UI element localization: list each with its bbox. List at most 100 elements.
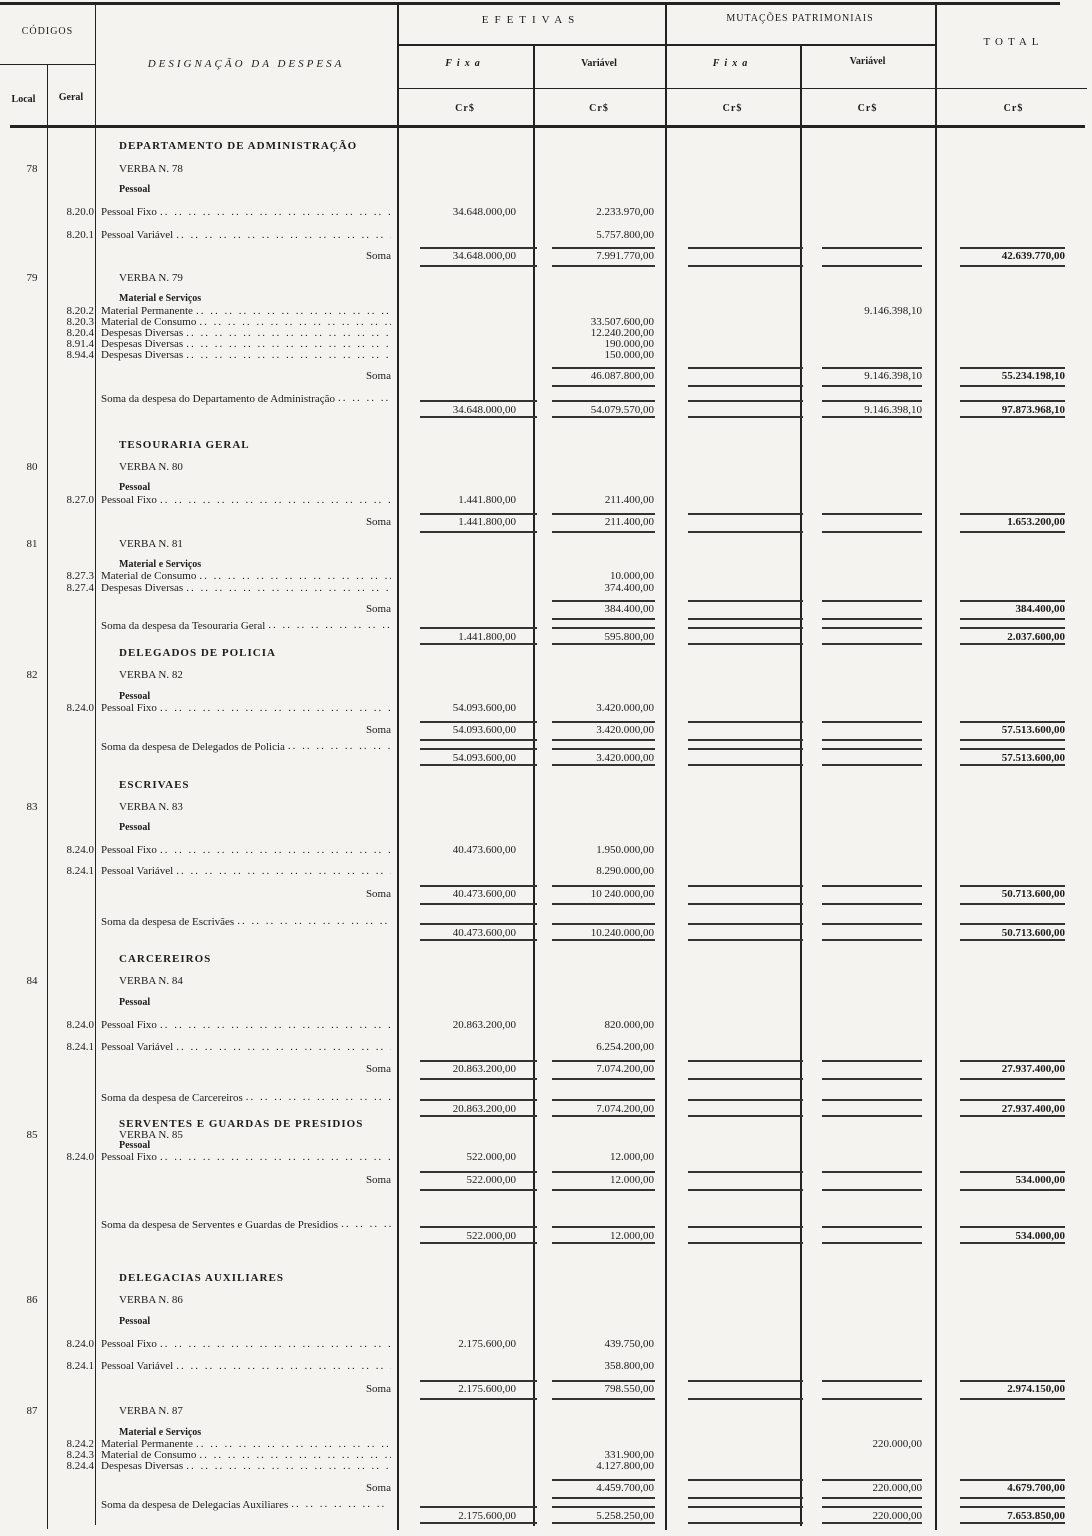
sum-rule: [552, 1398, 655, 1400]
expense-description: Pessoal: [101, 996, 391, 1010]
sum-rule: [822, 939, 922, 941]
local-value: 84: [26, 975, 38, 987]
sum-rule: [688, 1078, 803, 1080]
expense-description: Soma: [101, 723, 391, 737]
geral-value: 8.24.3: [66, 1449, 95, 1461]
sum-rule: [960, 627, 1065, 629]
table-row-item: Pessoal Fixo.. .. .. .. .. .. .. .. .. .…: [0, 205, 1092, 219]
dot-leader: .. .. .. .. .. .. .. .. .. .. .. .. .. .…: [176, 1041, 391, 1053]
ef-fixa-value: 40.473.600,00: [452, 927, 516, 939]
ef-var-value: 10.000,00: [610, 570, 654, 582]
sum-rule: [822, 1398, 922, 1400]
table-row-soma: Soma 20.863.200,00 7.074.200,00 27.937.400,…: [0, 1062, 1092, 1076]
expense-description: Despesas Diversas.. .. .. .. .. .. .. ..…: [101, 337, 391, 351]
header-geral: Geral: [58, 92, 84, 103]
sum-rule: [552, 903, 655, 905]
table-row-item: Despesas Diversas.. .. .. .. .. .. .. ..…: [0, 326, 1092, 340]
dot-leader: .. .. .. .. .. .. .. .. .. .. .. .. .. .…: [159, 494, 391, 506]
ef-var-value: 820.000,00: [604, 1019, 655, 1031]
table-row-sub: Pessoal: [0, 1315, 1092, 1329]
ef-var-value: 12.000,00: [610, 1230, 654, 1242]
expense-description: Soma da despesa de Carcereiros.. .. .. .…: [101, 1090, 391, 1104]
geral-value: 8.20.3: [66, 316, 95, 328]
header-mut-variavel: Variável: [849, 56, 886, 67]
description-text: VERBA N. 86: [119, 1294, 183, 1306]
ef-var-value: 54.079.570,00: [590, 404, 654, 416]
ef-var-value: 12.000,00: [610, 1151, 654, 1163]
ef-fixa-value: 1.441.800,00: [458, 494, 516, 506]
expense-description: Soma: [101, 887, 391, 901]
expense-description: Pessoal: [101, 1139, 391, 1153]
table-row-soma: Soma 46.087.800,00 9.146.398,10 55.234.198,…: [0, 369, 1092, 383]
sum-rule: [822, 265, 922, 267]
dot-leader: .. .. .. .. .. .. .. .. .. .. .. .. .. .…: [237, 915, 391, 927]
header-codigos: CÓDIGOS: [21, 26, 74, 37]
currency-divider: [397, 88, 1087, 89]
total-value: 50.713.600,00: [1001, 888, 1065, 900]
sum-rule: [420, 1115, 537, 1117]
description-text: Soma: [365, 1482, 391, 1494]
table-row-heading: TESOURARIA GERAL: [0, 438, 1092, 452]
sum-rule: [552, 643, 655, 645]
description-text: Material de Consumo: [101, 1449, 197, 1461]
dot-leader: .. .. .. .. .. .. .. .. .. .. .. .. .. .…: [159, 206, 391, 218]
top-rule: [0, 2, 1060, 5]
expense-description: Pessoal: [101, 183, 391, 197]
sum-rule: [420, 748, 537, 750]
ef-var-value: 7.991.770,00: [596, 250, 654, 262]
sum-rule: [552, 400, 655, 402]
expense-description: VERBA N. 78: [101, 162, 391, 176]
sum-rule: [420, 1189, 537, 1191]
description-text: VERBA N. 87: [119, 1405, 183, 1417]
description-text: Pessoal Variável: [101, 865, 174, 877]
total-value: 384.400,00: [1015, 603, 1066, 615]
sum-rule: [822, 1078, 922, 1080]
sum-rule: [420, 1099, 537, 1101]
ef-fixa-value: 34.648.000,00: [452, 404, 516, 416]
ef-fixa-value: 40.473.600,00: [452, 888, 516, 900]
mut-var-value: 220.000,00: [872, 1438, 923, 1450]
sum-rule: [420, 513, 537, 515]
table-row-total-row: Soma da despesa de Delegados de Policia.…: [0, 739, 1092, 765]
description-text: Material e Serviços: [119, 559, 202, 570]
sum-rule: [420, 416, 537, 418]
sum-rule: [960, 1189, 1065, 1191]
ef-var-value: 211.400,00: [604, 494, 654, 506]
description-text: Pessoal Fixo: [101, 702, 157, 714]
sum-rule: [688, 721, 803, 723]
expense-description: Pessoal Fixo.. .. .. .. .. .. .. .. .. .…: [101, 493, 391, 507]
sum-rule: [552, 1099, 655, 1101]
description-text: Despesas Diversas: [101, 582, 184, 594]
sum-rule: [688, 531, 803, 533]
expense-description: VERBA N. 86: [101, 1293, 391, 1307]
header-mut-var-currency: Cr$: [857, 103, 878, 114]
table-row-soma: Soma 384.400,00 384.400,00: [0, 602, 1092, 616]
header-ef-var-currency: Cr$: [589, 103, 609, 114]
expense-description: Soma da despesa de Delegados de Policia.…: [101, 739, 391, 753]
expense-description: Despesas Diversas.. .. .. .. .. .. .. ..…: [101, 581, 391, 595]
description-text: Material e Serviços: [119, 293, 202, 304]
total-value: 50.713.600,00: [1001, 927, 1065, 939]
description-text: Soma da despesa de Delegados de Policia: [101, 741, 285, 753]
table-row-item: Pessoal Fixo.. .. .. .. .. .. .. .. .. .…: [0, 1018, 1092, 1032]
sum-rule: [822, 600, 922, 602]
mut-var-value: 9.146.398,10: [864, 305, 922, 317]
sum-rule: [552, 1171, 655, 1173]
description-text: Pessoal Variável: [101, 229, 174, 241]
table-row-sub: Pessoal: [0, 1139, 1092, 1153]
sum-rule: [552, 367, 655, 369]
sum-rule: [960, 885, 1065, 887]
table-row-total-row: Soma da despesa de Escrivães.. .. .. .. …: [0, 914, 1092, 940]
table-row-total-row: Soma da despesa de Carcereiros.. .. .. .…: [0, 1090, 1092, 1116]
sum-rule: [688, 643, 803, 645]
mutacoes-divider: [665, 44, 935, 46]
table-row-item: Material de Consumo.. .. .. .. .. .. .. …: [0, 315, 1092, 329]
geral-value: 8.24.1: [66, 1360, 95, 1372]
geral-value: 8.24.0: [66, 844, 95, 856]
local-value: 79: [26, 272, 38, 284]
description-text: Material de Consumo: [101, 316, 197, 328]
sum-rule: [688, 1171, 803, 1173]
expense-description: Material de Consumo.. .. .. .. .. .. .. …: [101, 569, 391, 583]
sum-rule: [688, 618, 803, 620]
col-line-ef-var: [533, 46, 535, 1526]
